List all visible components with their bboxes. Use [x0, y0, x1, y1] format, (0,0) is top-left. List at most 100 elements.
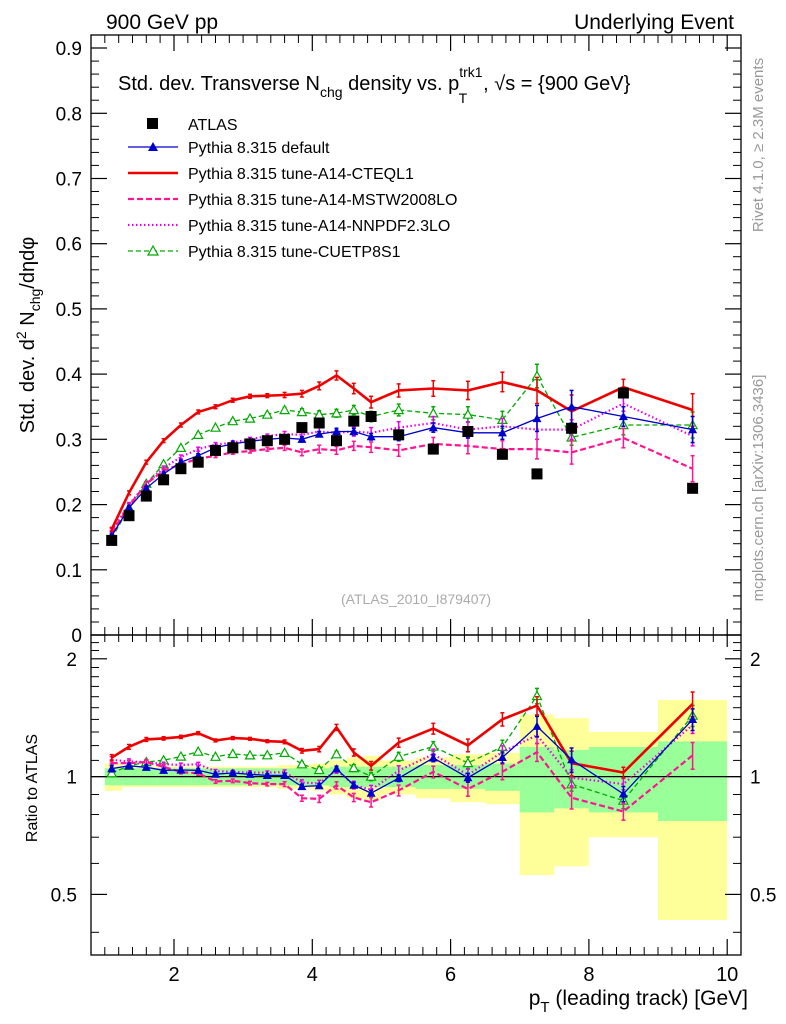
- ratio-plot-frame: [90, 634, 742, 956]
- ratio-point: [124, 761, 134, 770]
- series-point: [349, 427, 359, 436]
- atlas-data-point: [331, 435, 342, 447]
- ratio-point: [209, 750, 222, 761]
- atlas-data-point: [192, 456, 204, 468]
- atlas-data-point: [175, 463, 187, 475]
- series-point: [688, 425, 698, 434]
- legend-entry-atlas: ATLAS: [147, 117, 238, 134]
- series-line: [111, 406, 693, 537]
- legend-marker: [146, 244, 160, 256]
- ratio-point: [314, 781, 324, 790]
- series-point: [227, 415, 239, 426]
- series-point: [393, 404, 405, 415]
- legend-label: Pythia 8.315 tune-A14-CTEQL1: [188, 166, 414, 183]
- legend-marker: [148, 142, 158, 151]
- ratio-point: [244, 749, 256, 760]
- series-point: [124, 503, 134, 512]
- analysis-watermark: (ATLAS_2010_I879407): [341, 591, 491, 607]
- ratio-point: [428, 753, 438, 762]
- ratio-series-line: [111, 718, 694, 795]
- ratio-point: [159, 765, 169, 774]
- ratio-point: [313, 764, 325, 775]
- ratio-y-axis-label: Ratio to ATLAS: [24, 734, 41, 842]
- x-axis-label: pT (leading track) [GeV]: [529, 987, 748, 1016]
- ratio-point: [462, 757, 474, 768]
- ratio-point: [365, 770, 377, 781]
- ratio-point: [349, 780, 359, 789]
- atlas-data-point: [279, 433, 291, 445]
- ratio-point: [366, 788, 376, 797]
- atlas-data-point: [227, 442, 239, 454]
- atlas-data-point: [427, 443, 439, 455]
- series-point: [427, 407, 439, 418]
- ratio-point: [141, 762, 151, 771]
- ratio-point: [261, 749, 273, 760]
- atlas-data-point: [210, 444, 221, 456]
- ratio-point: [532, 721, 542, 730]
- atlas-data-layer: [106, 387, 699, 546]
- atlas-data-point: [496, 448, 508, 460]
- atlas-data-point: [313, 417, 325, 429]
- mcplots-label: mcplots.cern.ch [arXiv:1306.3436]: [750, 375, 767, 602]
- series-line: [110, 436, 694, 534]
- atlas-data-point: [296, 422, 308, 434]
- ratio-point: [348, 762, 360, 773]
- atlas-data-point: [106, 534, 118, 546]
- ratio-point: [193, 765, 203, 774]
- header-left: 900 GeV pp: [106, 11, 218, 34]
- ratio-point: [192, 745, 204, 756]
- y-tick-label: 0.8: [56, 104, 82, 125]
- x-tick-label: 6: [445, 964, 456, 986]
- y-tick-label: 0.5: [56, 300, 82, 321]
- series-point: [348, 404, 360, 415]
- rivet-label: Rivet 4.1.0, ≥ 2.3M events: [750, 58, 767, 232]
- ratio-tick-label-left: 0.5: [51, 885, 77, 906]
- ratio-point: [176, 765, 186, 774]
- legend-atlas-marker: [147, 118, 158, 129]
- ratio-tick-label-right: 1: [750, 768, 761, 789]
- atlas-data-point: [140, 490, 152, 502]
- y-tick-label: 0.6: [56, 235, 82, 256]
- legend-series: Pythia 8.315 tune-CUETP8S1 Pythia 8.315 t…: [128, 140, 457, 261]
- series-point: [366, 432, 376, 441]
- y-tick-label: 0: [71, 626, 82, 647]
- ratio-point: [227, 748, 239, 759]
- series-point: [314, 429, 324, 438]
- legend-label: Pythia 8.315 tune-A14-NNPDF2.3LO: [188, 218, 450, 235]
- plot-title: Std. dev. Transverse Nchg density vs. pt…: [118, 64, 631, 106]
- atlas-data-point: [462, 426, 474, 437]
- series-point: [261, 408, 273, 419]
- header-right: Underlying Event: [574, 11, 734, 34]
- ratio-point: [618, 789, 628, 798]
- series-line: [111, 374, 693, 539]
- x-tick-label: 4: [307, 964, 318, 986]
- x-tick-label: 8: [583, 964, 594, 986]
- ratio-series-line: [111, 702, 694, 774]
- series-point: [428, 423, 438, 432]
- x-tick-label: 10: [716, 964, 738, 986]
- y-tick-label: 0.3: [56, 430, 82, 451]
- ratio-point: [280, 770, 290, 779]
- ratio-point: [497, 752, 507, 761]
- atlas-data-point: [348, 415, 360, 427]
- ratio-tick-label-left: 1: [66, 768, 77, 789]
- series-point: [497, 428, 507, 437]
- ratio-point: [567, 755, 577, 764]
- ratio-point: [175, 750, 187, 761]
- atlas-data-point: [123, 510, 135, 522]
- atlas-data-point: [365, 411, 377, 422]
- atlas-data-point: [244, 438, 256, 450]
- atlas-data-point: [617, 387, 629, 399]
- legend-atlas-label: ATLAS: [188, 117, 238, 134]
- x-tick-label: 2: [168, 964, 179, 986]
- legend-label: Pythia 8.315 default: [188, 140, 330, 157]
- ratio-point: [296, 758, 308, 769]
- series-point: [279, 404, 291, 415]
- ratio-point: [688, 714, 698, 723]
- ratio-tick-label-right: 2: [750, 650, 761, 671]
- ratio-point: [332, 764, 341, 773]
- atlas-data-point: [687, 482, 699, 494]
- series-layer: [106, 363, 699, 821]
